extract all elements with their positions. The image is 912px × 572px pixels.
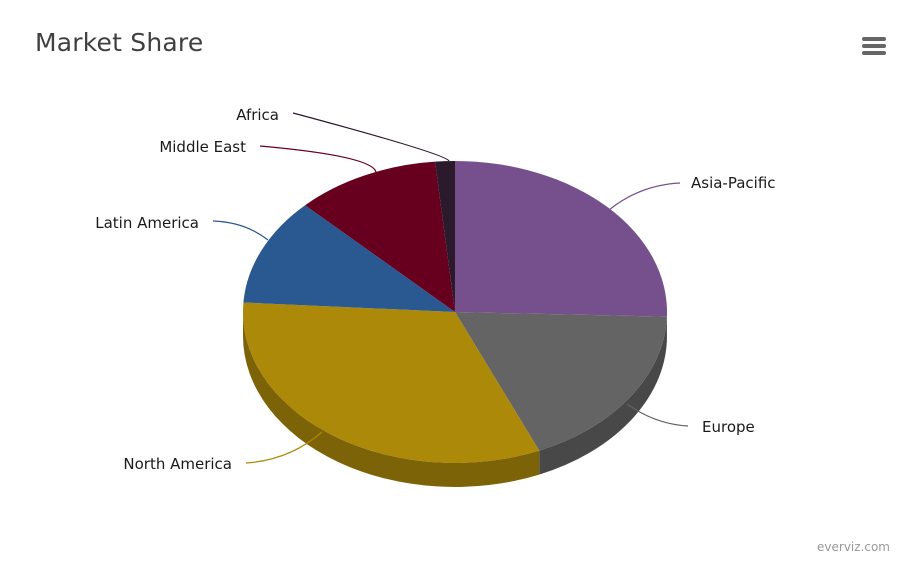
data-label-asia-pacific: Asia-Pacific (691, 174, 776, 192)
pie-slice-europe[interactable] (455, 312, 667, 451)
connector-middle-east (259, 145, 377, 173)
connector-europe (626, 403, 689, 427)
credit-text[interactable]: everviz.com (817, 540, 890, 554)
pie-slice-side-europe (539, 316, 667, 475)
pie-slice-africa[interactable] (435, 161, 455, 312)
data-label-africa: Africa (236, 106, 279, 124)
pie-slice-latin-america[interactable] (243, 205, 455, 312)
pie-slice-north-america[interactable] (243, 302, 540, 464)
connector-asia-pacific (608, 182, 681, 211)
chart-title: Market Share (35, 28, 204, 57)
pie-slice-side-north-america (243, 312, 540, 488)
data-label-latin-america: Latin America (95, 214, 199, 232)
connector-africa (292, 112, 450, 162)
connector-north-america (245, 431, 323, 464)
hamburger-menu-icon[interactable] (862, 37, 887, 57)
pie-slice-middle-east[interactable] (305, 161, 455, 312)
connector-latin-america (212, 220, 269, 241)
data-label-middle-east: Middle East (159, 138, 246, 156)
data-label-europe: Europe (702, 418, 755, 436)
pie-slice-asia-pacific[interactable] (455, 161, 667, 317)
data-label-north-america: North America (123, 455, 232, 473)
